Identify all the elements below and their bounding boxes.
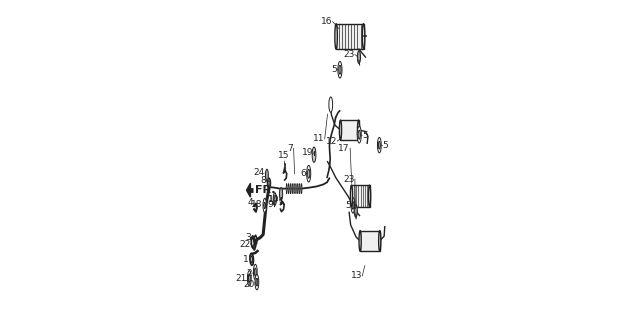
Text: 24: 24 [253,168,265,177]
Ellipse shape [256,278,258,286]
Ellipse shape [339,120,342,140]
Ellipse shape [301,184,302,194]
Ellipse shape [359,231,361,251]
Text: 17: 17 [339,144,350,153]
Ellipse shape [286,184,287,194]
Text: 7: 7 [287,144,293,153]
Ellipse shape [335,24,337,49]
Ellipse shape [255,275,259,290]
Text: 20: 20 [243,280,255,289]
Text: 2: 2 [246,269,252,278]
Ellipse shape [379,231,381,251]
Text: 13: 13 [351,271,362,280]
Ellipse shape [264,202,266,209]
Text: 3: 3 [245,233,251,242]
Text: 15: 15 [278,151,289,160]
Bar [360,231,380,251]
Ellipse shape [273,193,276,205]
Polygon shape [246,183,250,197]
Ellipse shape [339,65,341,74]
Ellipse shape [250,253,253,265]
Ellipse shape [248,275,250,282]
Ellipse shape [263,198,266,212]
Text: 10: 10 [268,195,280,204]
Ellipse shape [268,180,269,186]
Text: 23: 23 [343,175,355,184]
Text: 11: 11 [313,134,324,143]
Ellipse shape [308,169,310,178]
Ellipse shape [350,185,353,207]
Text: 5: 5 [332,65,337,74]
Ellipse shape [254,268,256,276]
Text: 19: 19 [301,148,313,157]
Ellipse shape [252,236,254,247]
Ellipse shape [268,178,271,188]
Text: 16: 16 [321,17,332,26]
Ellipse shape [352,202,354,209]
Ellipse shape [251,256,253,263]
Text: 18: 18 [251,200,262,209]
Ellipse shape [362,24,365,49]
Ellipse shape [354,204,357,217]
Text: 1: 1 [243,256,249,264]
Text: 5: 5 [362,131,368,140]
Ellipse shape [312,147,316,162]
Ellipse shape [290,184,291,194]
Bar [336,24,364,49]
Text: 5: 5 [345,201,351,210]
Ellipse shape [357,51,360,63]
Ellipse shape [351,198,355,213]
Text: 5: 5 [382,141,388,150]
Ellipse shape [307,165,311,182]
Bar [351,185,369,207]
Text: 21: 21 [236,275,247,283]
Ellipse shape [248,271,252,286]
Text: 4: 4 [248,198,253,207]
Text: 14: 14 [268,195,279,204]
Ellipse shape [357,126,362,143]
Ellipse shape [378,138,381,153]
Ellipse shape [280,188,283,200]
Ellipse shape [358,120,360,140]
Text: FR.: FR. [255,185,275,195]
Ellipse shape [329,97,333,112]
Text: 9: 9 [267,200,273,209]
Ellipse shape [338,61,342,78]
Ellipse shape [378,141,380,149]
Ellipse shape [266,169,268,181]
Ellipse shape [288,184,289,194]
Text: 22: 22 [239,240,250,249]
Text: 8: 8 [260,176,266,184]
Text: 12: 12 [326,137,337,146]
Bar [340,120,358,140]
Ellipse shape [358,130,360,139]
Text: 23: 23 [343,50,355,59]
Text: 6: 6 [300,169,306,178]
Ellipse shape [369,185,371,207]
Ellipse shape [253,264,257,280]
